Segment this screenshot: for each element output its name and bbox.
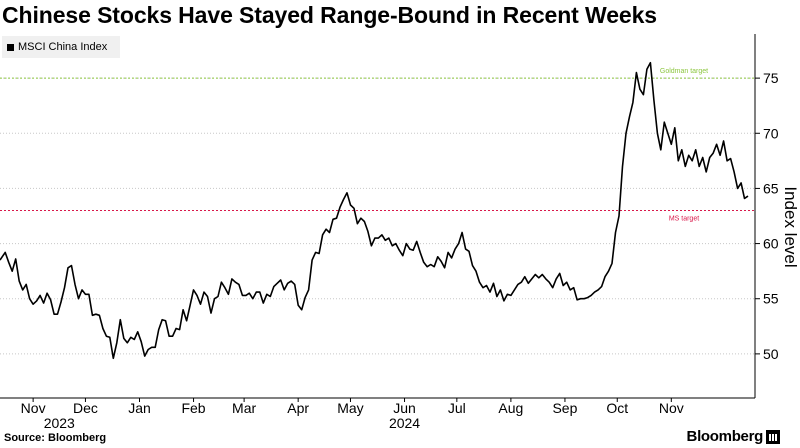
x-tick-label-9: Aug xyxy=(498,400,523,416)
series-layer xyxy=(0,61,749,360)
bloomberg-logo-icon xyxy=(766,429,780,444)
legend-label: MSCI China Index xyxy=(18,41,108,53)
x-tick-label-8: Jul xyxy=(448,400,466,416)
brand-name: Bloomberg xyxy=(686,428,764,445)
reference-lines: Goldman target MS target xyxy=(0,68,755,222)
source-note: Source: Bloomberg xyxy=(4,432,107,444)
x-year-label-0: 2023 xyxy=(44,415,75,431)
x-tick-label-4: Mar xyxy=(232,400,256,416)
x-tick-label-5: Apr xyxy=(287,400,309,416)
grid-lines xyxy=(0,77,755,355)
reference-label-0: Goldman target xyxy=(660,68,708,75)
y-tick-label-60: 60 xyxy=(763,236,779,252)
brand-logo: Bloomberg xyxy=(687,428,780,445)
chart-title: Chinese Stocks Have Stayed Range-Bound i… xyxy=(2,2,657,28)
legend: MSCI China Index xyxy=(2,36,120,58)
y-tick-label-65: 65 xyxy=(763,180,779,196)
y-axis-label: Index level xyxy=(781,186,800,267)
x-tick-label-3: Feb xyxy=(181,400,205,416)
axes: 50 55 60 65 70 75 Nov Dec Jan Feb Mar Apr May Jun Jul A… xyxy=(0,34,779,431)
x-tick-label-12: Nov xyxy=(659,400,684,416)
y-tick-label-50: 50 xyxy=(763,346,779,362)
x-tick-label-2: Jan xyxy=(128,400,151,416)
legend-swatch xyxy=(7,43,14,51)
reference-label-1: MS target xyxy=(669,215,699,222)
y-tick-label-70: 70 xyxy=(763,125,779,141)
y-tick-label-75: 75 xyxy=(763,70,779,86)
y-tick-label-55: 55 xyxy=(763,291,779,307)
x-tick-label-1: Dec xyxy=(73,400,98,416)
series-line-0 xyxy=(0,61,749,360)
x-tick-label-0: Nov xyxy=(21,400,46,416)
x-tick-label-10: Sep xyxy=(552,400,577,416)
x-tick-label-6: May xyxy=(337,400,363,416)
x-year-label-1: 2024 xyxy=(389,415,420,431)
x-tick-label-11: Oct xyxy=(606,400,628,416)
x-tick-label-7: Jun xyxy=(393,400,416,416)
